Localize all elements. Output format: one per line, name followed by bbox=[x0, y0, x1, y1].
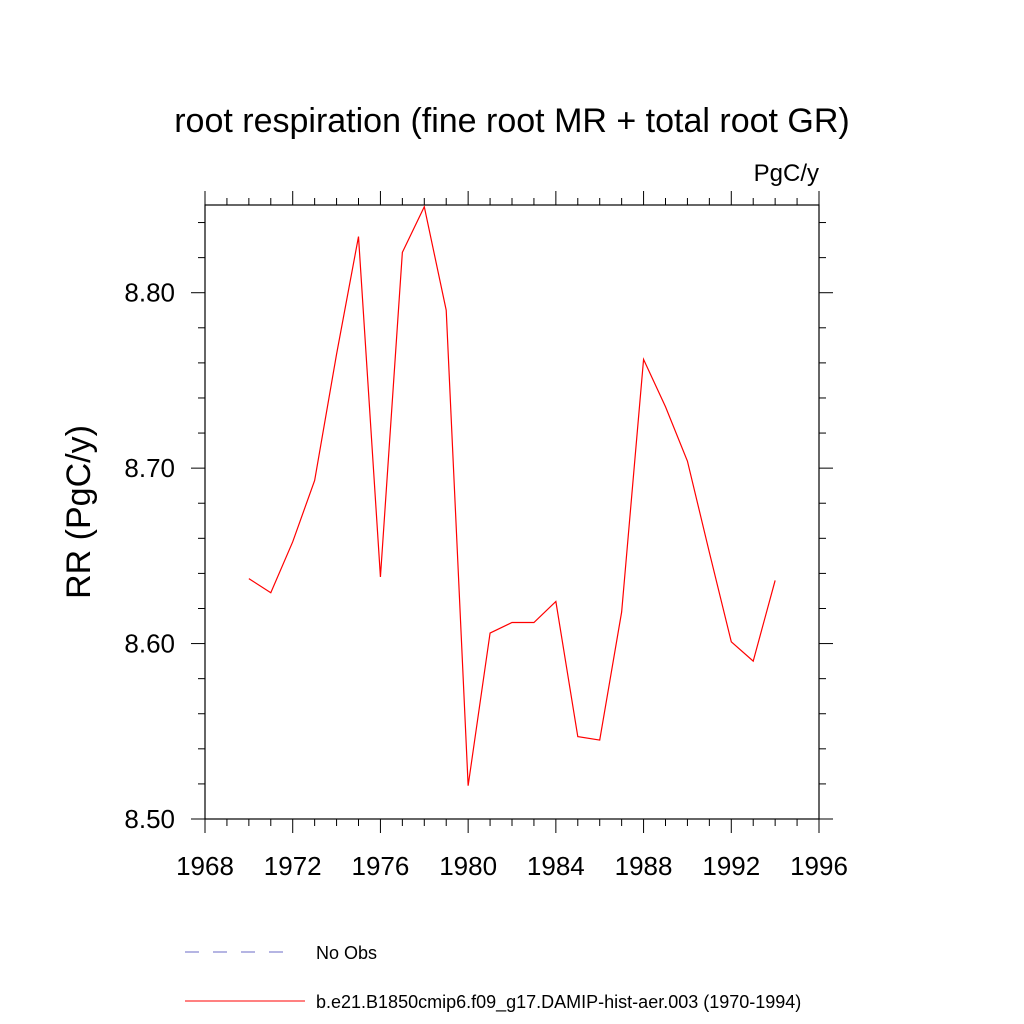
x-tick-label: 1988 bbox=[615, 851, 673, 881]
y-axis-tick-labels: 8.50 8.60 8.70 8.80 bbox=[124, 278, 175, 834]
units-label: PgC/y bbox=[754, 160, 819, 187]
series-line bbox=[248, 204, 776, 786]
x-axis-tick-labels: 1968 1972 1976 1980 1984 1988 1992 1996 bbox=[176, 851, 848, 881]
x-tick-label: 1968 bbox=[176, 851, 234, 881]
y-tick-label: 8.80 bbox=[124, 278, 175, 308]
y-axis-label: RR (PgC/y) bbox=[60, 425, 98, 599]
x-axis-ticks bbox=[204, 191, 820, 833]
x-tick-label: 1996 bbox=[790, 851, 848, 881]
data-series bbox=[248, 204, 776, 786]
legend-label: No Obs bbox=[316, 943, 377, 963]
plot-frame bbox=[204, 204, 820, 820]
x-tick-label: 1984 bbox=[527, 851, 585, 881]
y-tick-label: 8.70 bbox=[124, 453, 175, 483]
x-tick-label: 1992 bbox=[702, 851, 760, 881]
x-tick-label: 1976 bbox=[352, 851, 410, 881]
y-axis-ticks bbox=[191, 222, 833, 820]
legend-label: b.e21.B1850cmip6.f09_g17.DAMIP-hist-aer.… bbox=[316, 992, 801, 1013]
chart-title: root respiration (fine root MR + total r… bbox=[174, 102, 850, 140]
legend: No Obs b.e21.B1850cmip6.f09_g17.DAMIP-his… bbox=[185, 943, 801, 1013]
y-tick-label: 8.60 bbox=[124, 629, 175, 659]
x-tick-label: 1972 bbox=[264, 851, 322, 881]
x-tick-label: 1980 bbox=[439, 851, 497, 881]
y-tick-label: 8.50 bbox=[124, 804, 175, 834]
